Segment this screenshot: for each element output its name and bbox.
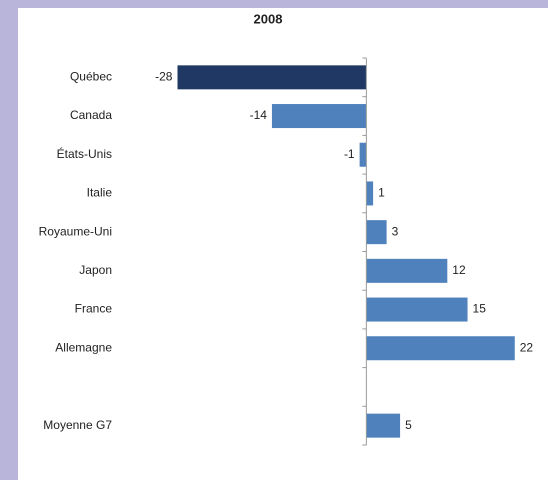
bar [366,297,468,322]
bar [177,65,367,90]
bar [366,413,401,438]
bar [366,258,448,283]
value-label: -1 [344,147,355,161]
chart-title: 2008 [254,11,283,26]
value-label: 3 [392,224,399,238]
value-label: 5 [405,418,412,432]
value-label: 1 [378,186,385,200]
value-label: 15 [473,302,487,316]
y-tick-label: Italie [87,186,113,200]
y-tick-label: États-Unis [57,146,112,161]
bar [271,104,367,129]
y-tick-label: Moyenne G7 [43,418,112,432]
value-label: 22 [520,340,534,354]
bar [359,142,367,167]
value-label: 12 [452,263,466,277]
y-tick-label: Québec [70,70,112,84]
value-label: -28 [155,70,173,84]
bar [366,181,374,206]
value-label: -14 [250,108,268,122]
y-tick-label: Canada [70,108,112,122]
bar [366,336,515,361]
y-tick-label: France [75,302,113,316]
y-tick-label: Royaume-Uni [39,224,112,238]
bar [366,220,387,245]
y-tick-label: Allemagne [55,340,112,354]
y-tick-label: Japon [79,263,112,277]
